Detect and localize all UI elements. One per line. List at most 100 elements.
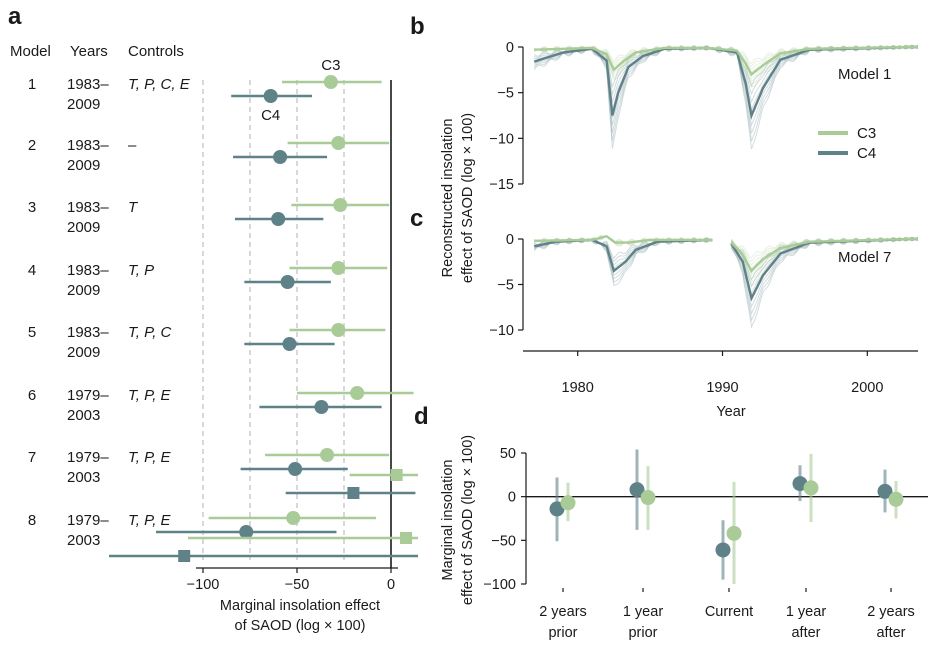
controls-text: T, P, C (128, 324, 172, 341)
x-tick-label-a: 0 (387, 577, 395, 593)
panel-label-b: b (410, 13, 425, 40)
lag-effects-panel-d: 50 0 −50 −100 2 years prior 1 year prior Current… (440, 435, 928, 641)
x-tick-label-c: 2000 (851, 380, 883, 396)
years-start: 1983– (67, 199, 109, 216)
controls-text: T, P, E (128, 387, 172, 404)
c3-point (331, 136, 346, 150)
x-category-label-line1: Current (705, 604, 753, 620)
controls-text: T (128, 199, 139, 216)
x-category-label-line2: after (876, 625, 905, 641)
years-end: 2003 (67, 532, 100, 549)
y-tick-label-d: 0 (508, 490, 516, 506)
years-start: 1983– (67, 262, 109, 279)
c4-point-d (629, 482, 645, 498)
y-axis-label-d-line1: Marginal insolation (440, 460, 456, 581)
header-years: Years (70, 43, 108, 60)
y-tick-label: 0 (506, 232, 514, 248)
c4-point-d (715, 542, 731, 558)
model-number: 2 (28, 137, 36, 154)
x-axis-label-a-line1: Marginal insolation effect (220, 598, 380, 614)
legend-c4-label: C4 (857, 145, 876, 162)
x-tick-label-a: −50 (285, 577, 310, 593)
c3-point-label: C3 (321, 57, 340, 74)
c4-point (239, 525, 254, 539)
c3-point (331, 323, 346, 337)
header-model: Model (10, 43, 51, 60)
years-start: 1983– (67, 76, 109, 93)
y-tick-label: −10 (489, 323, 514, 339)
y-tick-label-d: −100 (483, 577, 516, 593)
x-axis-label-year: Year (716, 404, 745, 420)
controls-text: T, P, E (128, 512, 172, 529)
years-end: 2009 (67, 96, 100, 113)
years-start: 1983– (67, 137, 109, 154)
c3-point (350, 386, 365, 400)
c3-point (320, 448, 335, 462)
years-end: 2003 (67, 407, 100, 424)
y-tick-label-d: 50 (500, 446, 516, 462)
panel-label-a: a (8, 3, 22, 30)
years-end: 2009 (67, 157, 100, 174)
c3-square-point (390, 469, 403, 481)
c3-mean-line (534, 45, 918, 77)
c4-point (282, 337, 297, 351)
y-tick-label: −10 (489, 131, 514, 147)
controls-text: T, P (128, 262, 154, 279)
y-tick-label-d: −50 (491, 533, 516, 549)
model-annotation: Model 1 (838, 66, 891, 83)
y-tick-label: −5 (497, 86, 514, 102)
c3-point-d (803, 480, 819, 496)
years-end: 2009 (67, 344, 100, 361)
y-tick-label: −15 (489, 177, 514, 193)
model-number: 7 (28, 449, 36, 466)
model-number: 3 (28, 199, 36, 216)
c3-square-point (400, 532, 413, 544)
time-series-panel-b: 0 −5 −10 −15 Model 1 C3 C4 Reconstructed insola… (440, 40, 919, 283)
y-axis-label-bc-line1: Reconstructed insolation (440, 119, 456, 278)
years-start: 1979– (67, 449, 109, 466)
model-number: 5 (28, 324, 36, 341)
forest-plot-panel-a: Model Years Controls −100 −50 0 Marginal insol… (10, 43, 418, 634)
c4-point (280, 275, 295, 289)
c3-point (333, 198, 348, 212)
c3-point-d (560, 495, 576, 511)
controls-text: T, P, C, E (128, 76, 191, 93)
c3-point (286, 511, 301, 525)
c4-point-label: C4 (261, 107, 280, 124)
c4-point-d (877, 483, 893, 499)
x-category-label-line2: prior (548, 625, 577, 641)
years-end: 2003 (67, 469, 100, 486)
c3-point-d (726, 525, 742, 541)
x-tick-label-a: −100 (187, 577, 220, 593)
c4-point (263, 89, 278, 103)
legend-c3-label: C3 (857, 125, 876, 142)
x-category-label-line1: 1 year (623, 604, 663, 620)
c4-point (288, 462, 303, 476)
time-series-panel-c: 0 −5 −10 Model 7 1980 1990 2000 Year (489, 232, 919, 420)
model-annotation: Model 7 (838, 249, 891, 266)
model-number: 6 (28, 387, 36, 404)
header-controls: Controls (128, 43, 184, 60)
c4-square-point (347, 487, 360, 499)
controls-text: T, P, E (128, 449, 172, 466)
c4-point (273, 150, 288, 164)
years-end: 2009 (67, 219, 100, 236)
panel-label-d: d (414, 403, 429, 430)
c4-point-d (549, 501, 565, 517)
model-number: 1 (28, 76, 36, 93)
panel-label-c: c (410, 205, 423, 232)
c3-point-d (888, 491, 904, 507)
x-category-label-line2: prior (628, 625, 657, 641)
controls-text: – (127, 137, 137, 154)
years-start: 1983– (67, 324, 109, 341)
c4-square-point (178, 550, 191, 562)
x-tick-label-c: 1990 (706, 380, 738, 396)
c4-mean-line (533, 237, 918, 302)
x-category-label-line1: 2 years (867, 604, 915, 620)
years-end: 2009 (67, 282, 100, 299)
x-category-label-line1: 2 years (539, 604, 587, 620)
y-axis-label-bc-line2: effect of SAOD (log × 100) (460, 113, 476, 283)
c3-mean-line (534, 235, 918, 273)
c4-ensemble-line (533, 45, 919, 134)
